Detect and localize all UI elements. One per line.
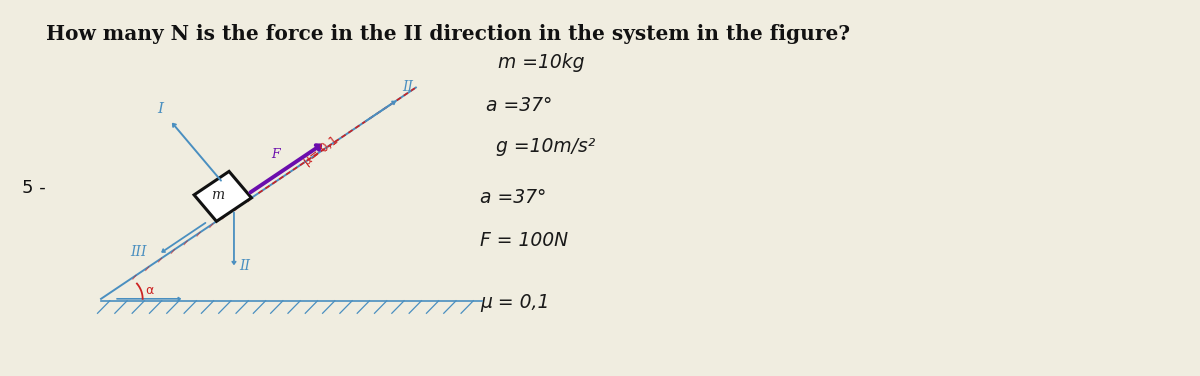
Polygon shape <box>194 171 252 221</box>
Text: g =10m/s²: g =10m/s² <box>496 137 595 156</box>
Text: 5 -: 5 - <box>22 179 46 197</box>
Text: a =37°: a =37° <box>480 188 546 207</box>
Text: II: II <box>402 80 413 94</box>
Text: μ= 0,1: μ= 0,1 <box>301 133 341 168</box>
Text: III: III <box>131 245 146 259</box>
Text: m: m <box>211 188 224 202</box>
Text: How many N is the force in the II direction in the system in the figure?: How many N is the force in the II direct… <box>46 24 850 44</box>
Text: α: α <box>145 284 154 297</box>
Text: F: F <box>271 148 280 161</box>
Text: I: I <box>157 102 163 117</box>
Text: II: II <box>239 259 251 273</box>
Text: m =10kg: m =10kg <box>498 53 584 72</box>
Text: F = 100N: F = 100N <box>480 231 568 250</box>
Text: a =37°: a =37° <box>486 96 552 115</box>
Text: μ = 0,1: μ = 0,1 <box>480 293 550 312</box>
